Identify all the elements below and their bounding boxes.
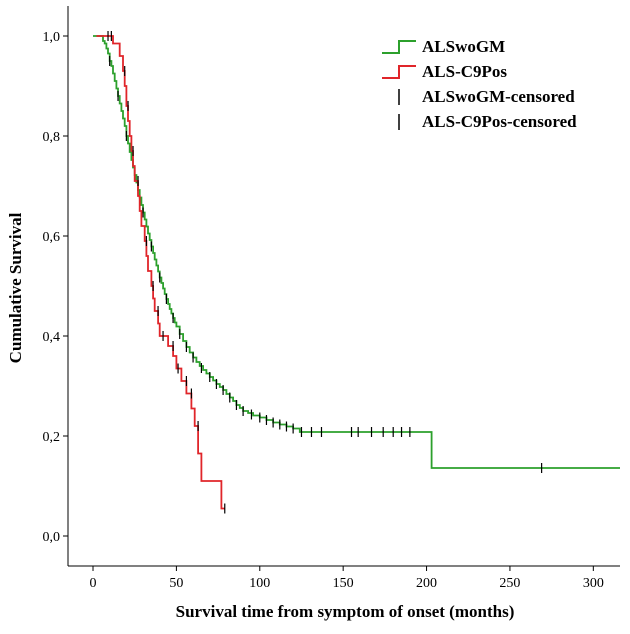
legend-als-c9pos-censored-label: ALS-C9Pos-censored (422, 112, 577, 131)
legend-als-c9pos-label: ALS-C9Pos (422, 62, 507, 81)
y-tick-label: 0,8 (43, 130, 61, 145)
legend-als-c9pos-symbol (382, 65, 416, 79)
x-tick-label: 100 (249, 576, 270, 591)
x-tick-label: 250 (499, 576, 520, 591)
y-axis-label: Cumulative Survival (6, 212, 25, 363)
als-c9pos-survival-line (96, 35, 225, 510)
y-tick-label: 0,2 (43, 430, 61, 445)
y-tick-label: 1,0 (43, 30, 61, 45)
x-tick-label: 150 (333, 576, 354, 591)
plot-series (93, 31, 620, 514)
axes: 0 50 100 150 200 250 300 0,0 0,2 0,4 0,6 0,8 1,0 (43, 6, 620, 591)
x-tick-label: 0 (90, 576, 97, 591)
legend: ALSwoGM ALS-C9Pos ALSwoGM-censored ALS-C9Po… (382, 37, 577, 131)
x-tick-label: 50 (169, 576, 183, 591)
x-tick-label: 300 (583, 576, 604, 591)
y-tick-label: 0,0 (43, 530, 61, 545)
legend-alswogm-label: ALSwoGM (422, 37, 505, 56)
legend-alswogm-censored-label: ALSwoGM-censored (422, 87, 575, 106)
x-tick-label: 200 (416, 576, 437, 591)
y-tick-label: 0,4 (43, 330, 61, 345)
y-tick-label: 0,6 (43, 230, 61, 245)
x-axis-label: Survival time from symptom of onset (mon… (176, 602, 515, 621)
legend-alswogm-symbol (382, 40, 416, 54)
